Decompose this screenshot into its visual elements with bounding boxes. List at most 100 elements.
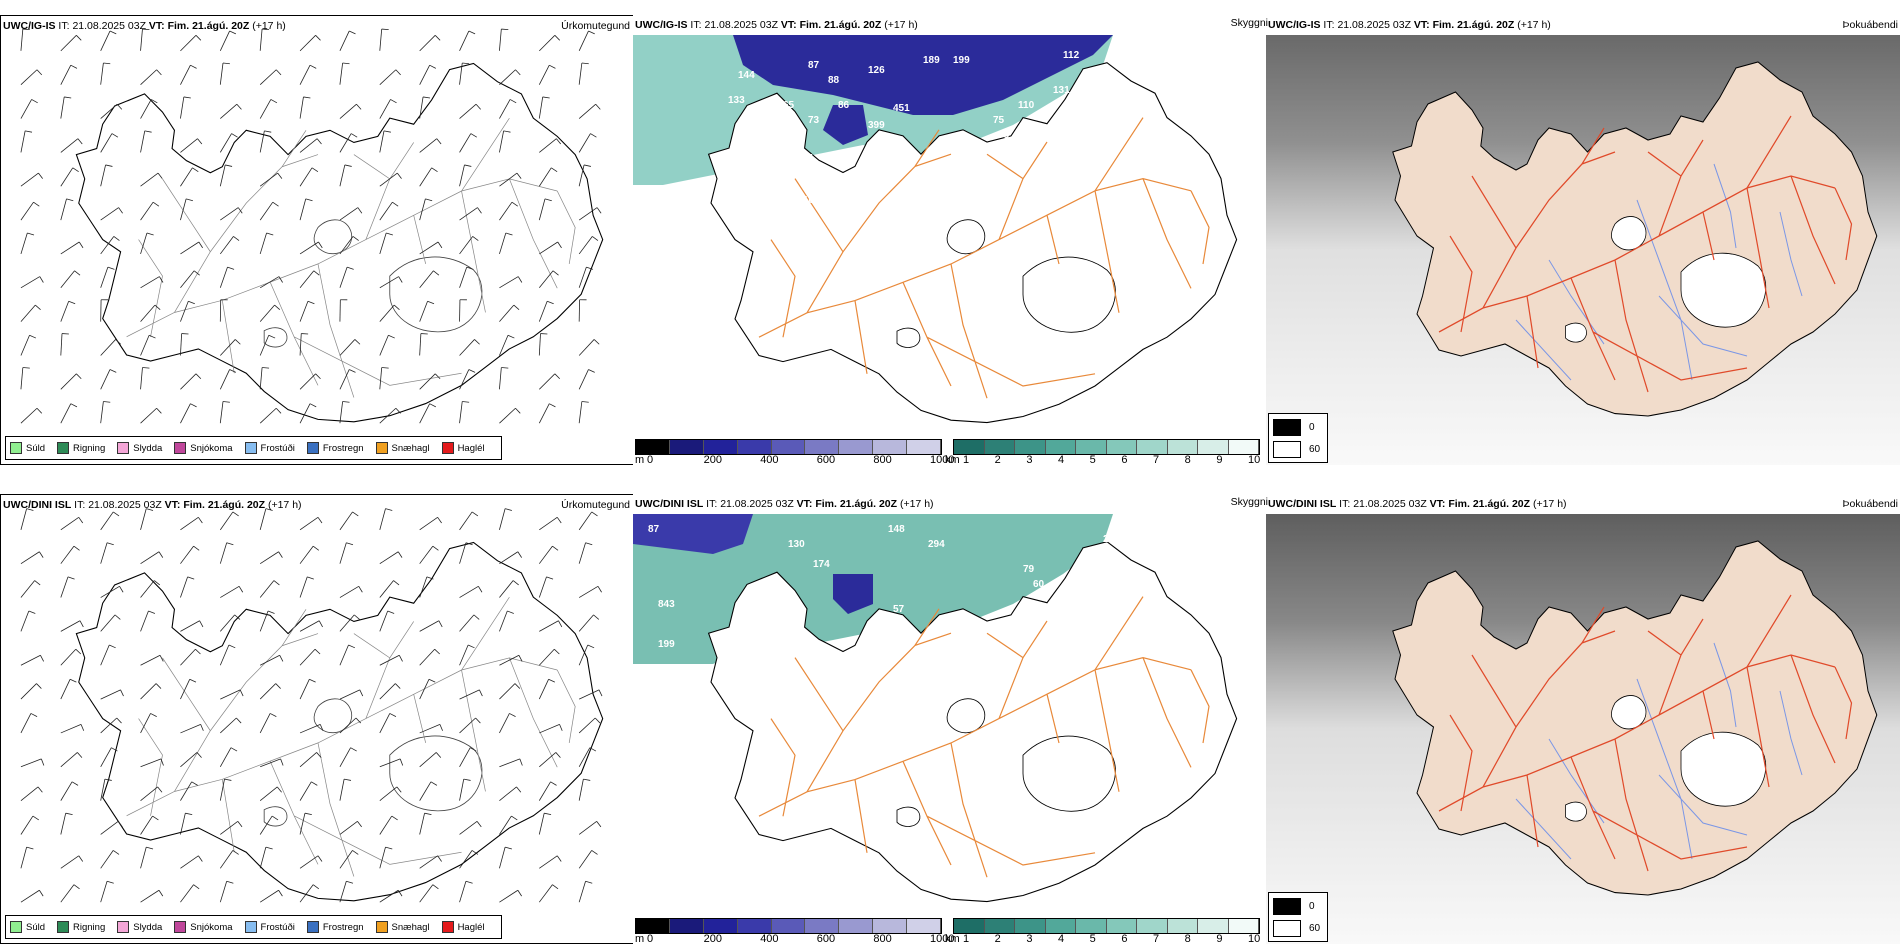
wind-barb (20, 69, 38, 85)
wind-barb (499, 713, 510, 734)
wind-barb (180, 198, 187, 221)
wind-barb-flag (152, 201, 160, 207)
wind-barb (578, 30, 589, 52)
wind-barb-flag (424, 812, 432, 816)
wind-barb-flag (471, 850, 479, 855)
wind-barb-flag (27, 232, 35, 236)
wind-barb-flag (348, 644, 356, 649)
panel-title: UWC/IG-IS IT: 21.08.2025 03Z VT: Fim. 21… (635, 19, 918, 31)
wind-barb-flag (228, 644, 236, 649)
wind-barb (578, 585, 599, 598)
legend-swatch (174, 921, 187, 933)
legend-swatch (117, 921, 130, 933)
wind-barb (299, 270, 315, 289)
wind-barb-flag (542, 96, 550, 99)
wind-barb-flag (516, 172, 522, 179)
wind-barb-flag (478, 586, 483, 593)
wind-barb-flag (511, 815, 518, 821)
wind-barb (419, 64, 431, 85)
wind-barb-flag (465, 880, 473, 884)
wind-barb (180, 620, 200, 632)
wind-barb-flag (22, 367, 30, 369)
wind-barb (60, 781, 73, 801)
wind-barb (339, 369, 350, 390)
wind-barb-flag (385, 508, 393, 511)
wind-barb (538, 96, 544, 119)
ceiling-scale-bar (635, 439, 942, 455)
wind-barb-flag (39, 551, 44, 558)
wind-barb (100, 747, 112, 767)
wind-barb-flag (463, 778, 471, 781)
wind-barb-flag (192, 167, 199, 173)
wind-barb (339, 266, 348, 288)
wind-barb-flag (225, 164, 233, 167)
precip-map (20, 28, 604, 424)
wind-barb-flag (555, 752, 561, 758)
wind-barb (419, 781, 432, 801)
visibility-value: 189 (923, 55, 940, 66)
wind-barb-flag (193, 270, 200, 276)
wind-barb-flag (309, 403, 317, 408)
wind-barb (60, 198, 67, 221)
wind-barb-flag (190, 403, 197, 408)
fog-legend-label: 0 (1309, 901, 1315, 912)
wind-barb (499, 29, 502, 51)
wind-barb (140, 683, 157, 700)
wind-barb-flag (77, 752, 83, 758)
wind-barb-flag (191, 781, 198, 786)
wind-barb (219, 164, 226, 187)
fog-legend-swatch (1273, 441, 1301, 458)
scale-tick-label: 3 (1026, 454, 1033, 465)
scale-segment (669, 440, 704, 454)
wind-barb (339, 644, 349, 666)
wind-barb (20, 889, 40, 903)
wind-barb-flag (385, 846, 393, 850)
wind-barb-flag (596, 207, 602, 214)
wind-barb-flag (479, 689, 483, 697)
wind-barb-flag (277, 172, 283, 179)
wind-barb-flag (309, 678, 316, 683)
scale-tick-label: 600 (816, 933, 836, 944)
wind-barb (259, 367, 263, 390)
wind-barb-flag (69, 678, 77, 683)
visibility-value: 294 (928, 539, 945, 550)
precip-legend: Súld Rigning Slydda Snjókoma Frostúði Frostre… (5, 436, 502, 460)
scale-segment (1137, 919, 1168, 933)
scale-tick-label: 2 (994, 454, 1001, 465)
wind-barb (60, 35, 77, 52)
wind-barb (259, 304, 275, 322)
scale-segment (1015, 440, 1046, 454)
wind-barb (219, 369, 230, 390)
wind-barb (259, 172, 278, 187)
wind-barb (180, 576, 188, 598)
precip-legend: Súld Rigning Slydda Snjókoma Frostúði Frostre… (5, 915, 502, 939)
wind-barb-flag (349, 369, 356, 373)
wind-barb (299, 781, 312, 801)
wind-barb (20, 654, 41, 666)
wind-barb-flag (318, 620, 323, 628)
wind-barb (140, 130, 146, 153)
wind-barb (459, 266, 468, 288)
wind-barb (140, 580, 155, 598)
wind-barb-flag (32, 815, 40, 821)
wind-barb-flag (598, 689, 603, 697)
wind-barb (459, 881, 467, 903)
wind-barb-flag (501, 28, 509, 31)
wind-barb-flag (109, 30, 117, 35)
wind-barb (219, 747, 232, 767)
wind-barb (60, 545, 75, 564)
wind-barb-flag (198, 855, 203, 862)
wind-barb (339, 103, 357, 119)
scale-segment (1106, 440, 1137, 454)
wind-barb (220, 339, 236, 356)
wind-barb-flag (157, 172, 163, 179)
scale-tick-label: 400 (760, 454, 779, 465)
wind-barb-flag (393, 304, 400, 310)
wind-barb-flag (352, 850, 359, 855)
wind-barb-flag (472, 236, 479, 241)
wind-barb-flag (198, 517, 203, 524)
wind-barb-flag (357, 821, 362, 828)
wind-barb (578, 236, 593, 255)
wind-barb-flag (146, 508, 154, 511)
wind-barb-flag (477, 207, 482, 214)
